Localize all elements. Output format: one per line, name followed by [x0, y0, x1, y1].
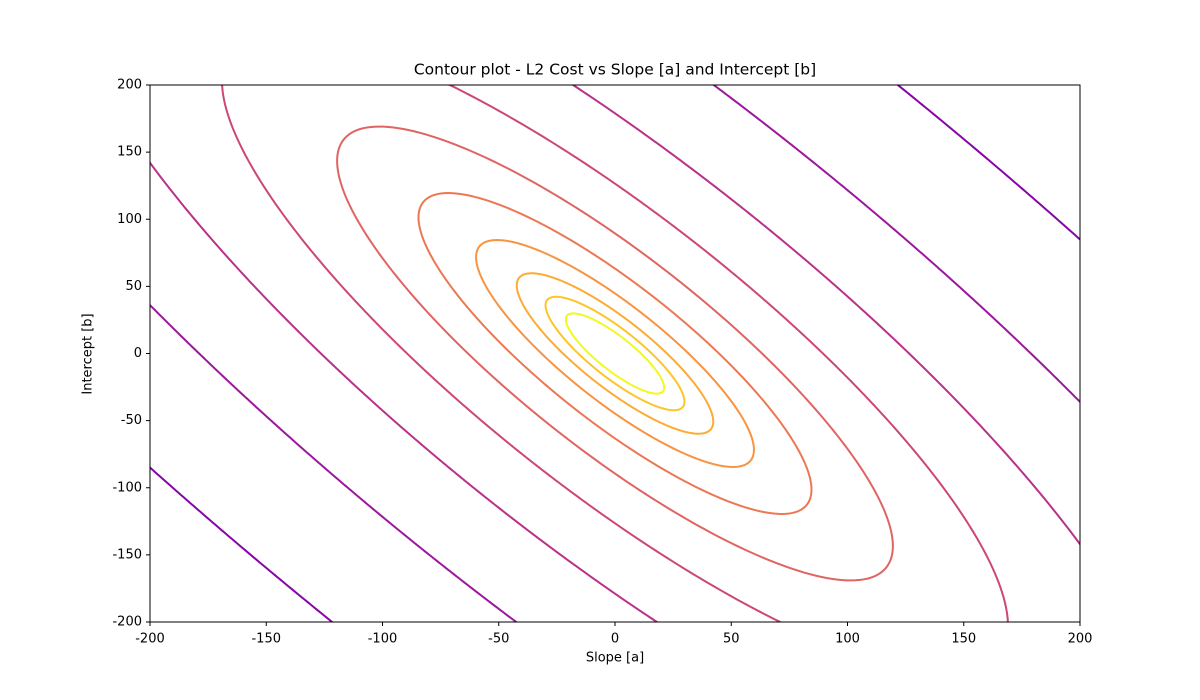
y-tick-label: -150	[112, 547, 142, 562]
plot-frame	[149, 84, 1081, 623]
y-tick-label: -100	[112, 480, 142, 495]
contour-line	[544, 295, 686, 412]
x-tick-label: -100	[368, 632, 398, 647]
y-tick-label: 0	[134, 346, 142, 361]
y-tick-label: -200	[112, 615, 142, 630]
x-tick-label: -150	[251, 632, 281, 647]
contour-line	[564, 312, 666, 395]
x-tick-label: 50	[723, 632, 740, 647]
contour-line	[515, 272, 715, 435]
x-tick-label: 150	[951, 632, 976, 647]
chart-title: Contour plot - L2 Cost vs Slope [a] and …	[414, 61, 816, 79]
y-axis-label: Intercept [b]	[81, 313, 96, 394]
x-tick-label: -200	[135, 632, 165, 647]
x-tick-label: -50	[488, 632, 509, 647]
y-tick-label: -50	[121, 413, 142, 428]
contour-line	[150, 85, 1080, 622]
x-tick-label: 0	[611, 632, 619, 647]
y-tick-label: 50	[125, 279, 142, 294]
contour-line	[336, 125, 894, 582]
y-tick-label: 100	[117, 212, 142, 227]
contour-line	[221, 85, 1009, 622]
x-tick-label: 200	[1068, 632, 1093, 647]
x-axis-label: Slope [a]	[586, 651, 644, 666]
contour-line	[417, 192, 813, 515]
x-tick-label: 100	[835, 632, 860, 647]
y-tick-label: 200	[117, 78, 142, 93]
y-tick-label: 150	[117, 145, 142, 160]
contour-line	[475, 239, 755, 468]
